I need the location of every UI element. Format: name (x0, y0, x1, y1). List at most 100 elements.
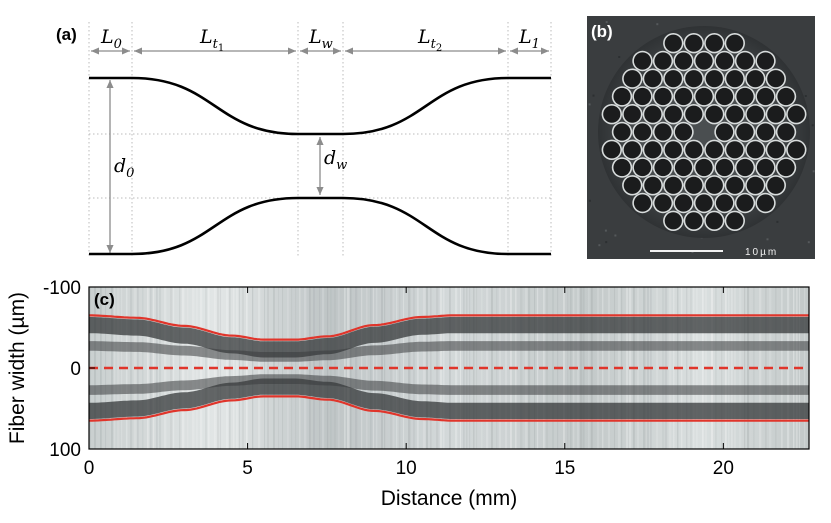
y-tick-label: -100 (43, 278, 81, 299)
texture-stripe (793, 287, 795, 449)
air-hole (695, 87, 713, 106)
air-hole (664, 212, 682, 230)
texture-stripe (252, 287, 254, 449)
texture-stripe (159, 287, 162, 449)
air-hole (685, 176, 703, 194)
texture-stripe (580, 287, 583, 449)
air-hole (736, 194, 754, 212)
air-hole (685, 105, 703, 123)
air-hole (746, 176, 764, 194)
panel-a-label: (a) (56, 25, 77, 44)
texture-stripe (534, 287, 536, 449)
texture-stripe (309, 287, 311, 449)
air-hole (787, 141, 805, 159)
panel-c-label: (c) (94, 290, 115, 309)
air-hole (644, 70, 662, 88)
texture-stripe (236, 287, 238, 449)
texture-stripe (715, 287, 717, 449)
texture-stripe (608, 287, 611, 449)
texture-stripe (373, 287, 375, 449)
y-tick-label: 100 (49, 440, 81, 461)
x-tick-label: 10 (396, 458, 417, 479)
sem-grain (592, 94, 595, 97)
sem-grain (605, 21, 608, 24)
lower-wall-band (89, 378, 809, 419)
air-hole (705, 176, 723, 194)
air-hole (654, 52, 672, 70)
air-hole (767, 176, 785, 194)
sem-grain (776, 220, 779, 223)
texture-stripe (295, 287, 297, 449)
texture-stripe (313, 287, 315, 449)
texture-stripe (430, 287, 432, 449)
air-hole (644, 176, 662, 194)
air-hole (674, 87, 693, 106)
sem-grain (812, 170, 815, 173)
air-hole (705, 70, 723, 88)
texture-stripe (460, 287, 462, 449)
lower-inner-band (89, 374, 809, 395)
air-hole (746, 105, 764, 123)
air-hole (603, 105, 621, 123)
texture-stripe (744, 287, 746, 449)
texture-stripe (322, 287, 325, 449)
air-hole (623, 105, 641, 123)
air-hole (787, 105, 805, 123)
air-hole (654, 158, 672, 177)
texture-stripe (192, 287, 195, 449)
air-hole (664, 70, 682, 88)
texture-stripe (403, 287, 405, 449)
texture-stripe (747, 287, 750, 449)
texture-stripe (537, 287, 539, 449)
air-hole (685, 34, 703, 52)
taper-profile-bottom (89, 196, 551, 256)
sem-grain (588, 199, 591, 202)
air-hole (726, 105, 744, 123)
series-line-0 (89, 314, 809, 341)
sem-grain (804, 95, 807, 97)
texture-stripe (282, 287, 284, 449)
texture-stripe (100, 287, 102, 449)
texture-stripe (505, 287, 508, 449)
texture-stripe (267, 287, 269, 449)
air-hole (726, 34, 744, 52)
taper-profile-top (89, 76, 551, 136)
texture-stripe (626, 287, 629, 449)
air-hole (777, 123, 795, 141)
texture-stripe (278, 287, 280, 449)
fiber-image-bands (89, 317, 809, 419)
sem-grain (598, 244, 601, 247)
air-hole (777, 158, 795, 177)
sem-grain (811, 124, 814, 127)
segment-dimension-arrows (91, 47, 549, 253)
air-hole (664, 176, 682, 194)
texture-stripe (491, 287, 493, 449)
air-hole (685, 212, 703, 230)
air-hole (736, 52, 754, 70)
air-hole (664, 141, 682, 159)
texture-stripe (173, 287, 175, 449)
air-hole (674, 123, 693, 141)
texture-stripe (637, 287, 640, 449)
segment-label-Lw: Lw (308, 26, 333, 52)
upper-inner-band (89, 341, 809, 362)
texture-stripe (370, 287, 372, 449)
texture-stripe (476, 287, 478, 449)
x-tick-label: 15 (554, 458, 575, 479)
air-hole (715, 158, 734, 177)
texture-stripe (583, 287, 585, 449)
air-hole (633, 158, 652, 177)
air-hole (715, 87, 734, 106)
texture-stripe (669, 287, 672, 449)
texture-stripe (686, 287, 688, 449)
air-hole (654, 87, 672, 106)
air-hole (726, 176, 744, 194)
texture-stripe (759, 287, 762, 449)
air-hole (715, 52, 734, 70)
texture-stripe (384, 287, 386, 449)
air-hole (736, 87, 754, 106)
segment-label-L0: L0 (100, 26, 122, 52)
texture-stripe (731, 287, 733, 449)
air-hole (726, 70, 744, 88)
